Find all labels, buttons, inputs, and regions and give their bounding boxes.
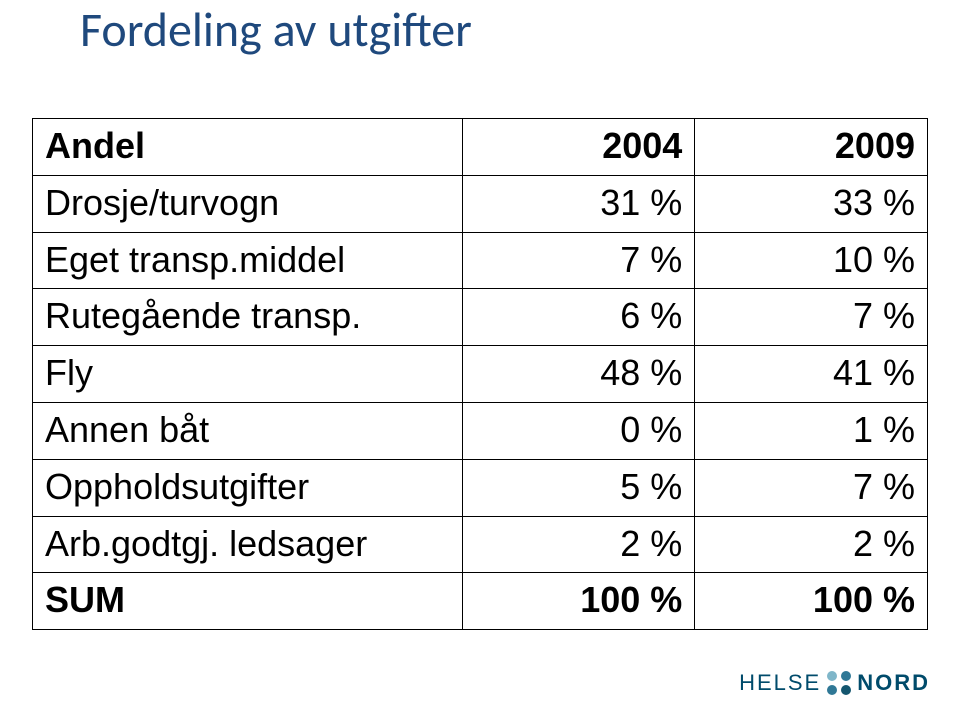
col-header-label: Andel — [33, 119, 463, 176]
row-v2009: 7 % — [695, 289, 928, 346]
row-v2004: 7 % — [462, 232, 695, 289]
row-label: Eget transp.middel — [33, 232, 463, 289]
row-v2004: 5 % — [462, 459, 695, 516]
table-row: Arb.godtgj. ledsager 2 % 2 % — [33, 516, 928, 573]
row-v2009: 10 % — [695, 232, 928, 289]
row-v2009: 100 % — [695, 573, 928, 630]
row-v2004: 31 % — [462, 175, 695, 232]
logo-dots-icon — [827, 671, 851, 695]
col-header-2004: 2004 — [462, 119, 695, 176]
row-label: Fly — [33, 346, 463, 403]
row-label: Drosje/turvogn — [33, 175, 463, 232]
table-row: Drosje/turvogn 31 % 33 % — [33, 175, 928, 232]
logo-text-left: HELSE — [739, 670, 821, 696]
expense-table: Andel 2004 2009 Drosje/turvogn 31 % 33 %… — [32, 118, 928, 630]
row-v2009: 1 % — [695, 402, 928, 459]
row-v2004: 6 % — [462, 289, 695, 346]
table-header-row: Andel 2004 2009 — [33, 119, 928, 176]
col-header-2009: 2009 — [695, 119, 928, 176]
logo-text-right: NORD — [857, 670, 930, 696]
table-row: Rutegående transp. 6 % 7 % — [33, 289, 928, 346]
row-v2004: 48 % — [462, 346, 695, 403]
row-v2004: 100 % — [462, 573, 695, 630]
row-v2009: 41 % — [695, 346, 928, 403]
row-v2009: 33 % — [695, 175, 928, 232]
table-row: Oppholdsutgifter 5 % 7 % — [33, 459, 928, 516]
table-row-sum: SUM 100 % 100 % — [33, 573, 928, 630]
table-row: Eget transp.middel 7 % 10 % — [33, 232, 928, 289]
table-row: Annen båt 0 % 1 % — [33, 402, 928, 459]
row-label: SUM — [33, 573, 463, 630]
row-label: Oppholdsutgifter — [33, 459, 463, 516]
helse-nord-logo: HELSE NORD — [739, 670, 930, 696]
row-v2004: 2 % — [462, 516, 695, 573]
row-v2004: 0 % — [462, 402, 695, 459]
row-label: Annen båt — [33, 402, 463, 459]
row-v2009: 7 % — [695, 459, 928, 516]
row-label: Arb.godtgj. ledsager — [33, 516, 463, 573]
row-v2009: 2 % — [695, 516, 928, 573]
table-row: Fly 48 % 41 % — [33, 346, 928, 403]
page-title: Fordeling av utgifter — [80, 0, 472, 59]
row-label: Rutegående transp. — [33, 289, 463, 346]
